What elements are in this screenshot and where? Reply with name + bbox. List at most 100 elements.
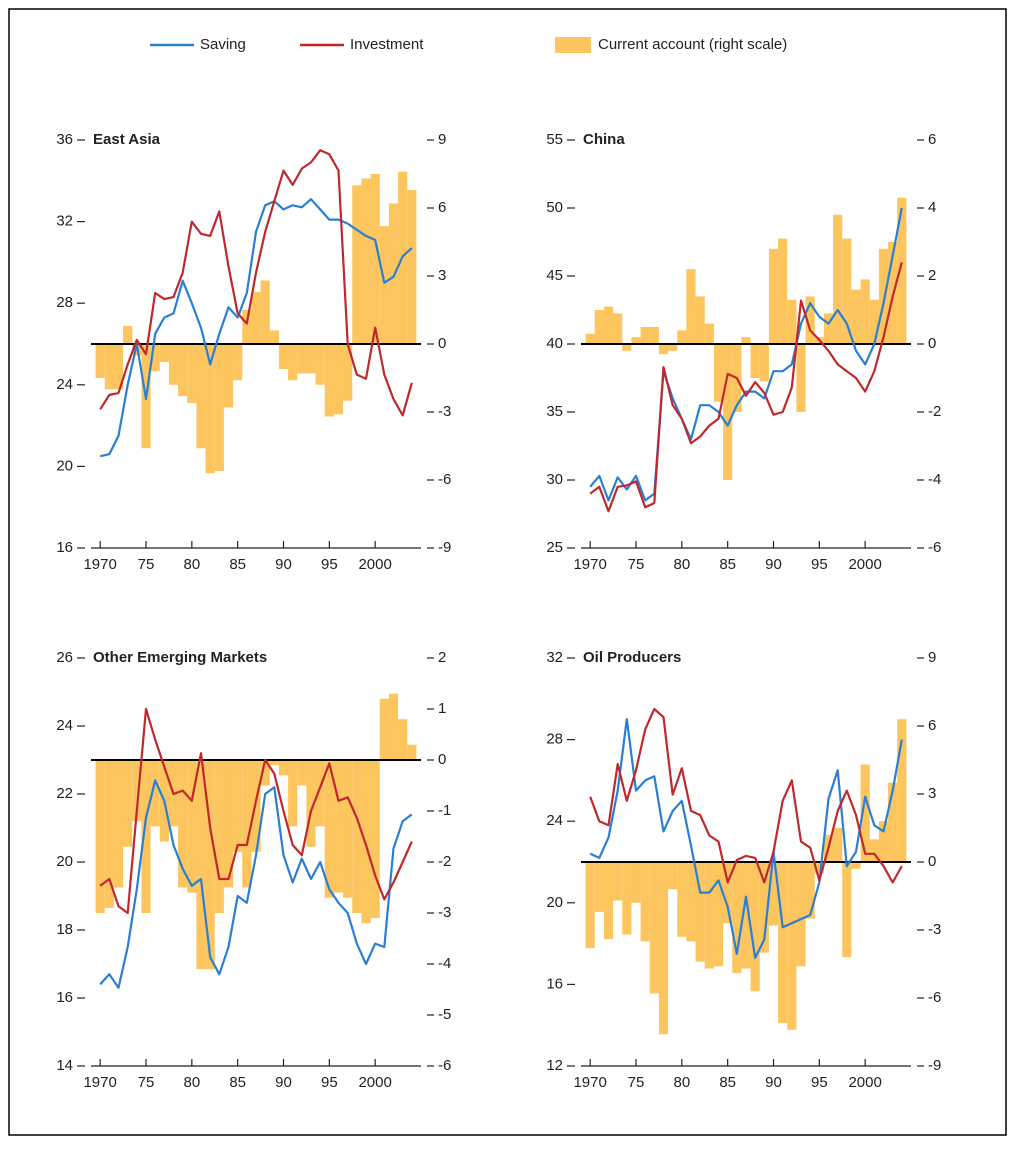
x-tick-label: 90 bbox=[275, 556, 292, 573]
bar bbox=[686, 269, 696, 344]
bar bbox=[622, 862, 632, 935]
bar bbox=[869, 839, 879, 862]
y-tick-label: 36 bbox=[56, 131, 73, 148]
bar bbox=[704, 862, 714, 969]
bar bbox=[123, 760, 133, 847]
x-tick-label: 1970 bbox=[83, 1074, 116, 1091]
bar bbox=[333, 344, 344, 415]
bar bbox=[269, 760, 279, 766]
x-tick-label: 1970 bbox=[573, 1074, 606, 1091]
x-tick-label: 2000 bbox=[848, 1074, 881, 1091]
y2-tick-label: -6 bbox=[438, 471, 451, 488]
bar bbox=[658, 862, 669, 1035]
y-tick-label: 20 bbox=[56, 457, 73, 474]
x-tick-label: 85 bbox=[229, 1074, 246, 1091]
bar bbox=[214, 344, 224, 471]
bar bbox=[214, 760, 224, 913]
bar bbox=[196, 344, 206, 449]
bar bbox=[95, 344, 105, 378]
bar bbox=[823, 313, 834, 344]
bar bbox=[878, 248, 889, 344]
y2-tick-label: 1 bbox=[438, 700, 446, 717]
y-tick-label: 12 bbox=[546, 1057, 563, 1074]
bar bbox=[585, 333, 595, 344]
bar bbox=[223, 760, 234, 888]
x-tick-label: 1970 bbox=[83, 556, 116, 573]
x-tick-label: 95 bbox=[811, 556, 828, 573]
bar bbox=[732, 862, 742, 974]
bar bbox=[178, 760, 188, 888]
bar bbox=[723, 344, 733, 480]
y-tick-label: 16 bbox=[56, 989, 73, 1006]
bar bbox=[723, 862, 733, 924]
x-tick-label: 2000 bbox=[358, 556, 391, 573]
x-tick-label: 95 bbox=[811, 1074, 828, 1091]
bar bbox=[796, 344, 806, 412]
bar bbox=[897, 197, 907, 344]
bar bbox=[352, 185, 362, 344]
bar bbox=[713, 862, 724, 967]
bar bbox=[297, 344, 307, 374]
bar bbox=[95, 760, 105, 913]
bar bbox=[805, 862, 815, 919]
bar bbox=[113, 760, 124, 888]
bar bbox=[407, 744, 417, 760]
y-tick-label: 18 bbox=[56, 921, 73, 938]
line bbox=[589, 707, 903, 884]
legend-swatch bbox=[555, 37, 591, 53]
line bbox=[589, 718, 903, 959]
bar bbox=[233, 344, 243, 381]
x-tick-label: 95 bbox=[321, 556, 338, 573]
panel-title: China bbox=[583, 131, 625, 148]
bar bbox=[613, 313, 623, 344]
x-tick-label: 75 bbox=[628, 1074, 645, 1091]
bar bbox=[343, 760, 353, 898]
bar bbox=[242, 310, 252, 344]
bar bbox=[603, 862, 614, 940]
bar bbox=[860, 279, 870, 344]
bar bbox=[141, 760, 151, 913]
bar bbox=[370, 760, 380, 919]
y2-tick-label: 0 bbox=[438, 335, 446, 352]
bar bbox=[594, 310, 604, 344]
x-tick-label: 80 bbox=[183, 1074, 200, 1091]
bar bbox=[297, 760, 307, 786]
bar bbox=[205, 344, 215, 474]
bar bbox=[278, 760, 289, 776]
bar bbox=[695, 862, 705, 962]
x-tick-label: 80 bbox=[673, 556, 690, 573]
y2-tick-label: 3 bbox=[928, 785, 936, 802]
bar bbox=[750, 344, 760, 378]
bar bbox=[833, 828, 843, 862]
y-tick-label: 16 bbox=[56, 539, 73, 556]
y-tick-label: 24 bbox=[56, 717, 73, 734]
x-tick-label: 85 bbox=[719, 1074, 736, 1091]
y-tick-label: 50 bbox=[546, 199, 563, 216]
bar bbox=[388, 203, 399, 344]
y2-tick-label: -2 bbox=[438, 853, 451, 870]
line bbox=[589, 262, 903, 513]
bar bbox=[668, 344, 678, 351]
bar bbox=[150, 760, 160, 827]
bar bbox=[288, 344, 298, 381]
bar bbox=[677, 330, 687, 344]
y-tick-label: 35 bbox=[546, 403, 563, 420]
y-tick-label: 30 bbox=[546, 471, 563, 488]
x-tick-label: 75 bbox=[138, 1074, 155, 1091]
bar bbox=[759, 344, 769, 382]
bar bbox=[379, 698, 389, 760]
bar bbox=[278, 344, 289, 369]
bar bbox=[315, 760, 325, 827]
x-tick-label: 2000 bbox=[848, 556, 881, 573]
bar bbox=[860, 764, 870, 862]
bar bbox=[768, 248, 779, 344]
y2-tick-label: -1 bbox=[438, 802, 451, 819]
bar bbox=[842, 862, 852, 958]
panel-title: East Asia bbox=[93, 131, 161, 148]
y-tick-label: 28 bbox=[56, 294, 73, 311]
bar bbox=[759, 862, 769, 953]
bar bbox=[851, 289, 861, 344]
bar bbox=[585, 862, 595, 949]
y2-tick-label: 4 bbox=[928, 199, 936, 216]
y2-tick-label: 6 bbox=[928, 131, 936, 148]
